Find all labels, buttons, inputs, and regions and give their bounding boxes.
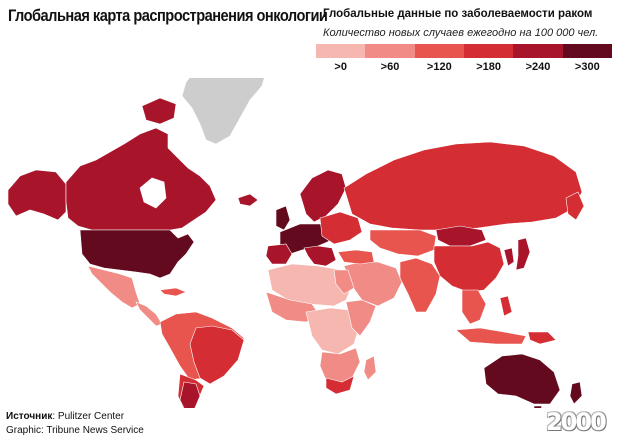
legend-subtitle: Количество новых случаев ежегодно на 100… [323,27,599,39]
legend-label-60: >60 [380,61,400,73]
region-mongolia [435,225,487,247]
legend-label-180: >180 [476,61,502,73]
region-russia [343,141,583,231]
source-label: Источник [6,411,53,422]
region-hudson-bay [139,177,167,209]
legend-label-0: >0 [334,61,347,73]
map-title: Глобальная карта распространения онколог… [8,6,328,25]
region-tasmania [533,405,543,408]
region-central-asia [369,229,437,257]
region-madagascar [363,355,377,381]
region-new-guinea [527,331,557,345]
region-north-africa [267,263,353,307]
region-mexico [87,265,141,309]
region-iberia [265,243,293,265]
legend-swatch-120 [414,44,464,58]
region-australia [483,353,561,405]
region-italy-balkans [303,245,337,267]
region-alaska [7,169,67,221]
legend-label-300: >300 [574,61,600,73]
region-southeast-asia [461,289,487,325]
region-iceland [237,193,259,207]
region-central-america [135,301,163,327]
source-credit: Источник: Pulitzer Center [6,411,124,422]
legend-swatch-0 [316,44,366,58]
region-china [433,241,505,293]
legend-title: Глобальные данные по заболеваемости рако… [323,8,593,20]
region-brazil [189,325,245,385]
region-canada [65,127,217,231]
region-indonesia [455,327,527,345]
region-new-zealand [569,381,583,405]
source-value: : Pulitzer Center [52,411,125,422]
region-south-asia [399,257,441,313]
publisher-logo: 2000 [546,408,607,436]
region-greenland [181,78,265,145]
legend-labels: >0 >60 >120 >180 >240 >300 [316,61,612,73]
region-usa [79,229,195,279]
region-egypt [333,269,355,295]
region-canada-arctic-islands [141,97,177,125]
region-east-africa [345,299,377,337]
region-eastern-europe [319,211,363,245]
legend-color-bar [316,44,612,58]
region-korea [503,247,515,267]
legend-swatch-180 [463,44,514,58]
region-caribbean [159,287,187,297]
legend-swatch-300 [562,44,612,58]
legend-swatch-240 [513,44,563,58]
graphic-credit: Graphic: Tribune News Service [6,425,144,436]
region-central-africa [305,307,361,355]
legend-label-240: >240 [525,61,551,73]
region-kamchatka [565,191,585,221]
region-south-africa [325,375,355,395]
region-japan [515,237,531,271]
world-map [7,78,585,408]
region-turkey-caucasus [337,249,375,265]
legend-swatch-60 [365,44,415,58]
region-scandinavia [299,169,347,223]
region-philippines [499,295,513,317]
legend-label-120: >120 [426,61,452,73]
region-uk [275,205,291,231]
region-argentina [179,381,201,408]
